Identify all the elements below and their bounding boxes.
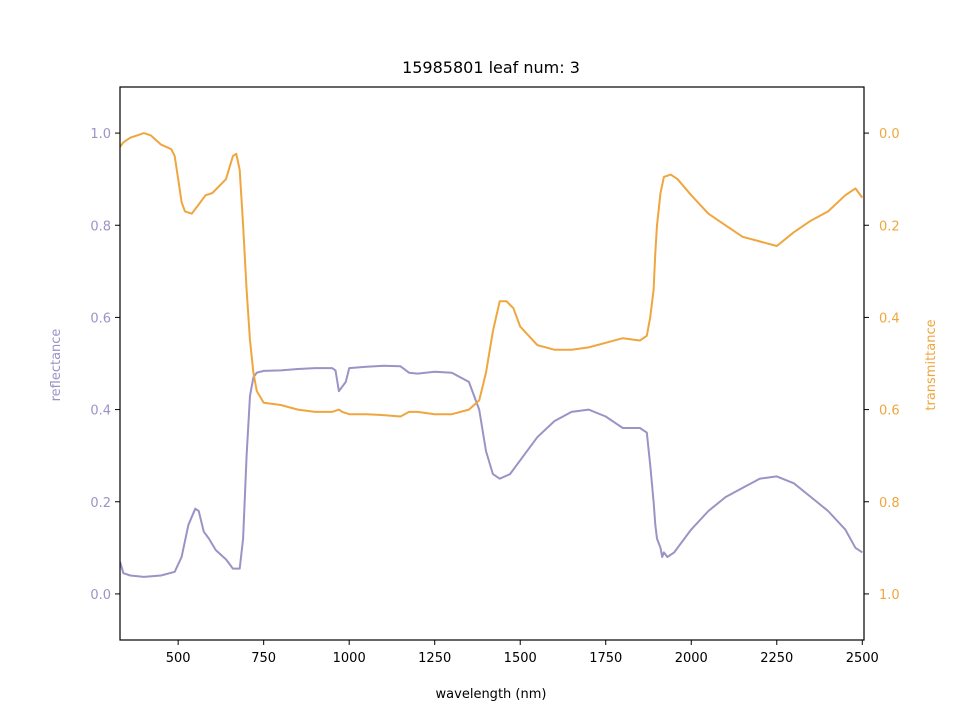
y2-axis-label: transmittance [924, 319, 939, 410]
y2-tick-label: 0.4 [879, 311, 900, 326]
y-tick-label: 1.0 [90, 127, 111, 142]
x-tick-label: 1500 [504, 651, 537, 666]
chart-title: 15985801 leaf num: 3 [402, 58, 580, 77]
x-tick-label: 2000 [675, 651, 708, 666]
y-tick-label: 0.6 [90, 311, 111, 326]
x-tick-label: 2500 [846, 651, 879, 666]
x-tick-label: 1250 [418, 651, 451, 666]
x-tick-label: 1750 [589, 651, 622, 666]
y-tick-label: 0.8 [90, 219, 111, 234]
y-tick-label: 0.0 [90, 588, 111, 603]
y2-tick-label: 1.0 [879, 588, 900, 603]
y2-tick-label: 0.2 [879, 219, 900, 234]
reflectance-line [120, 364, 863, 578]
ticks-layer: 500 750 1000 1250 1500 1750 2000 2250 2500 0.0 0.2… [90, 127, 899, 666]
y-axis-label: reflectance [49, 329, 64, 402]
y2-tick-label: 0.6 [879, 404, 900, 419]
y-tick-label: 0.4 [90, 404, 111, 419]
x-tick-label: 750 [251, 651, 276, 666]
y-tick-label: 0.2 [90, 496, 111, 511]
y2-tick-label: 0.8 [879, 496, 900, 511]
x-tick-label: 500 [166, 651, 191, 666]
plot-area [120, 132, 864, 578]
y2-tick-label: 0.0 [879, 127, 900, 142]
x-axis-label: wavelength (nm) [436, 687, 547, 702]
axes-frame [119, 86, 865, 641]
x-tick-label: 2250 [760, 651, 793, 666]
x-tick-label: 1000 [333, 651, 366, 666]
transmittance-line [120, 132, 864, 418]
